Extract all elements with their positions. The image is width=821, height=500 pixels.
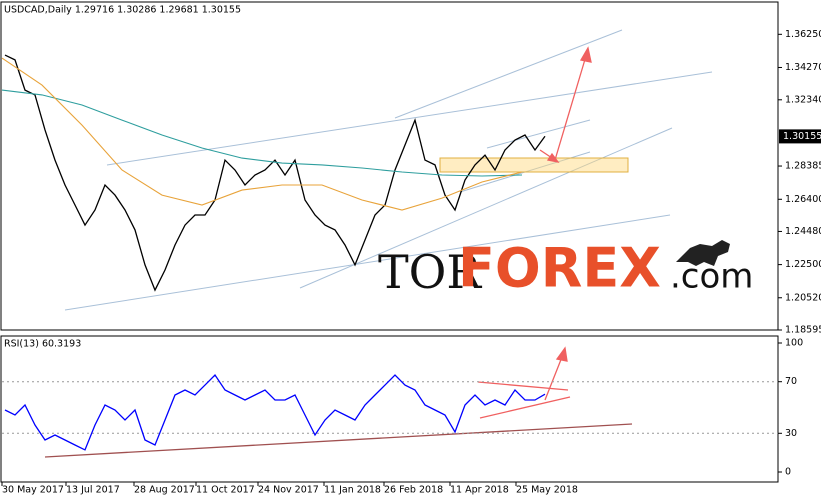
x-tick-label: 26 Feb 2018: [384, 485, 443, 496]
arrow-head: [555, 346, 568, 362]
rsi-support-line: [44, 423, 633, 458]
y-tick-label: 1.34270: [785, 62, 821, 73]
y-tick-label: 1.20520: [785, 292, 821, 303]
series-line: [1, 57, 523, 211]
watermark: TOR FOREX .com: [378, 237, 753, 300]
y-tick-label: 30: [785, 428, 797, 439]
rsi-title: RSI(13) 60.3193: [4, 339, 81, 350]
forecast-arrows: [477, 46, 592, 419]
watermark-part: .com: [670, 257, 753, 297]
x-tick-label: 24 Nov 2017: [258, 485, 319, 496]
trend-line: [64, 214, 671, 311]
x-tick-label: 13 Jul 2017: [66, 485, 120, 496]
y-tick-label: 1.22500: [785, 259, 821, 270]
x-tick-label: 11 Jan 2018: [324, 485, 381, 496]
watermark-part: FOREX: [458, 237, 661, 300]
current-price-label: 1.30155: [783, 131, 821, 142]
x-tick-label: 11 Apr 2018: [450, 485, 509, 496]
y-tick-label: 1.32340: [785, 94, 821, 105]
arrow-head: [579, 46, 592, 63]
series-line: [4, 54, 546, 292]
y-tick-label: 70: [785, 376, 797, 387]
series-line: [4, 373, 546, 451]
bull-icon: [676, 240, 730, 266]
y-tick-label: 1.36250: [785, 29, 821, 40]
arrow: [554, 55, 587, 161]
current-price-box: [779, 129, 821, 144]
rsi-panel: [0, 335, 779, 483]
y-tick-label: 100: [785, 338, 803, 349]
trend-line: [486, 119, 591, 149]
arrow: [544, 356, 563, 401]
series-line: [1, 89, 523, 177]
support-zone: [439, 157, 629, 173]
arrow-head: [546, 152, 560, 163]
y-tick-label: 1.18595: [785, 325, 821, 336]
y-tick-label: 1.24480: [785, 226, 821, 237]
trend-line: [299, 127, 673, 289]
x-tick-label: 30 May 2017: [2, 485, 64, 496]
watermark-part: TOR: [378, 245, 482, 299]
x-tick-label: 11 Oct 2017: [196, 485, 255, 496]
rsi-trend: [477, 381, 569, 391]
trend-line: [394, 29, 623, 119]
price-title: USDCAD,Daily 1.29716 1.30286 1.29681 1.3…: [4, 5, 241, 16]
bull-shape: [676, 240, 730, 266]
x-tick-label: 28 Aug 2017: [134, 485, 195, 496]
x-tick-label: 25 May 2018: [516, 485, 578, 496]
y-tick-label: 0: [785, 467, 791, 478]
y-tick-label: 1.28385: [785, 161, 821, 172]
y-tick-label: 1.26400: [785, 194, 821, 205]
rsi-trend: [479, 396, 571, 419]
